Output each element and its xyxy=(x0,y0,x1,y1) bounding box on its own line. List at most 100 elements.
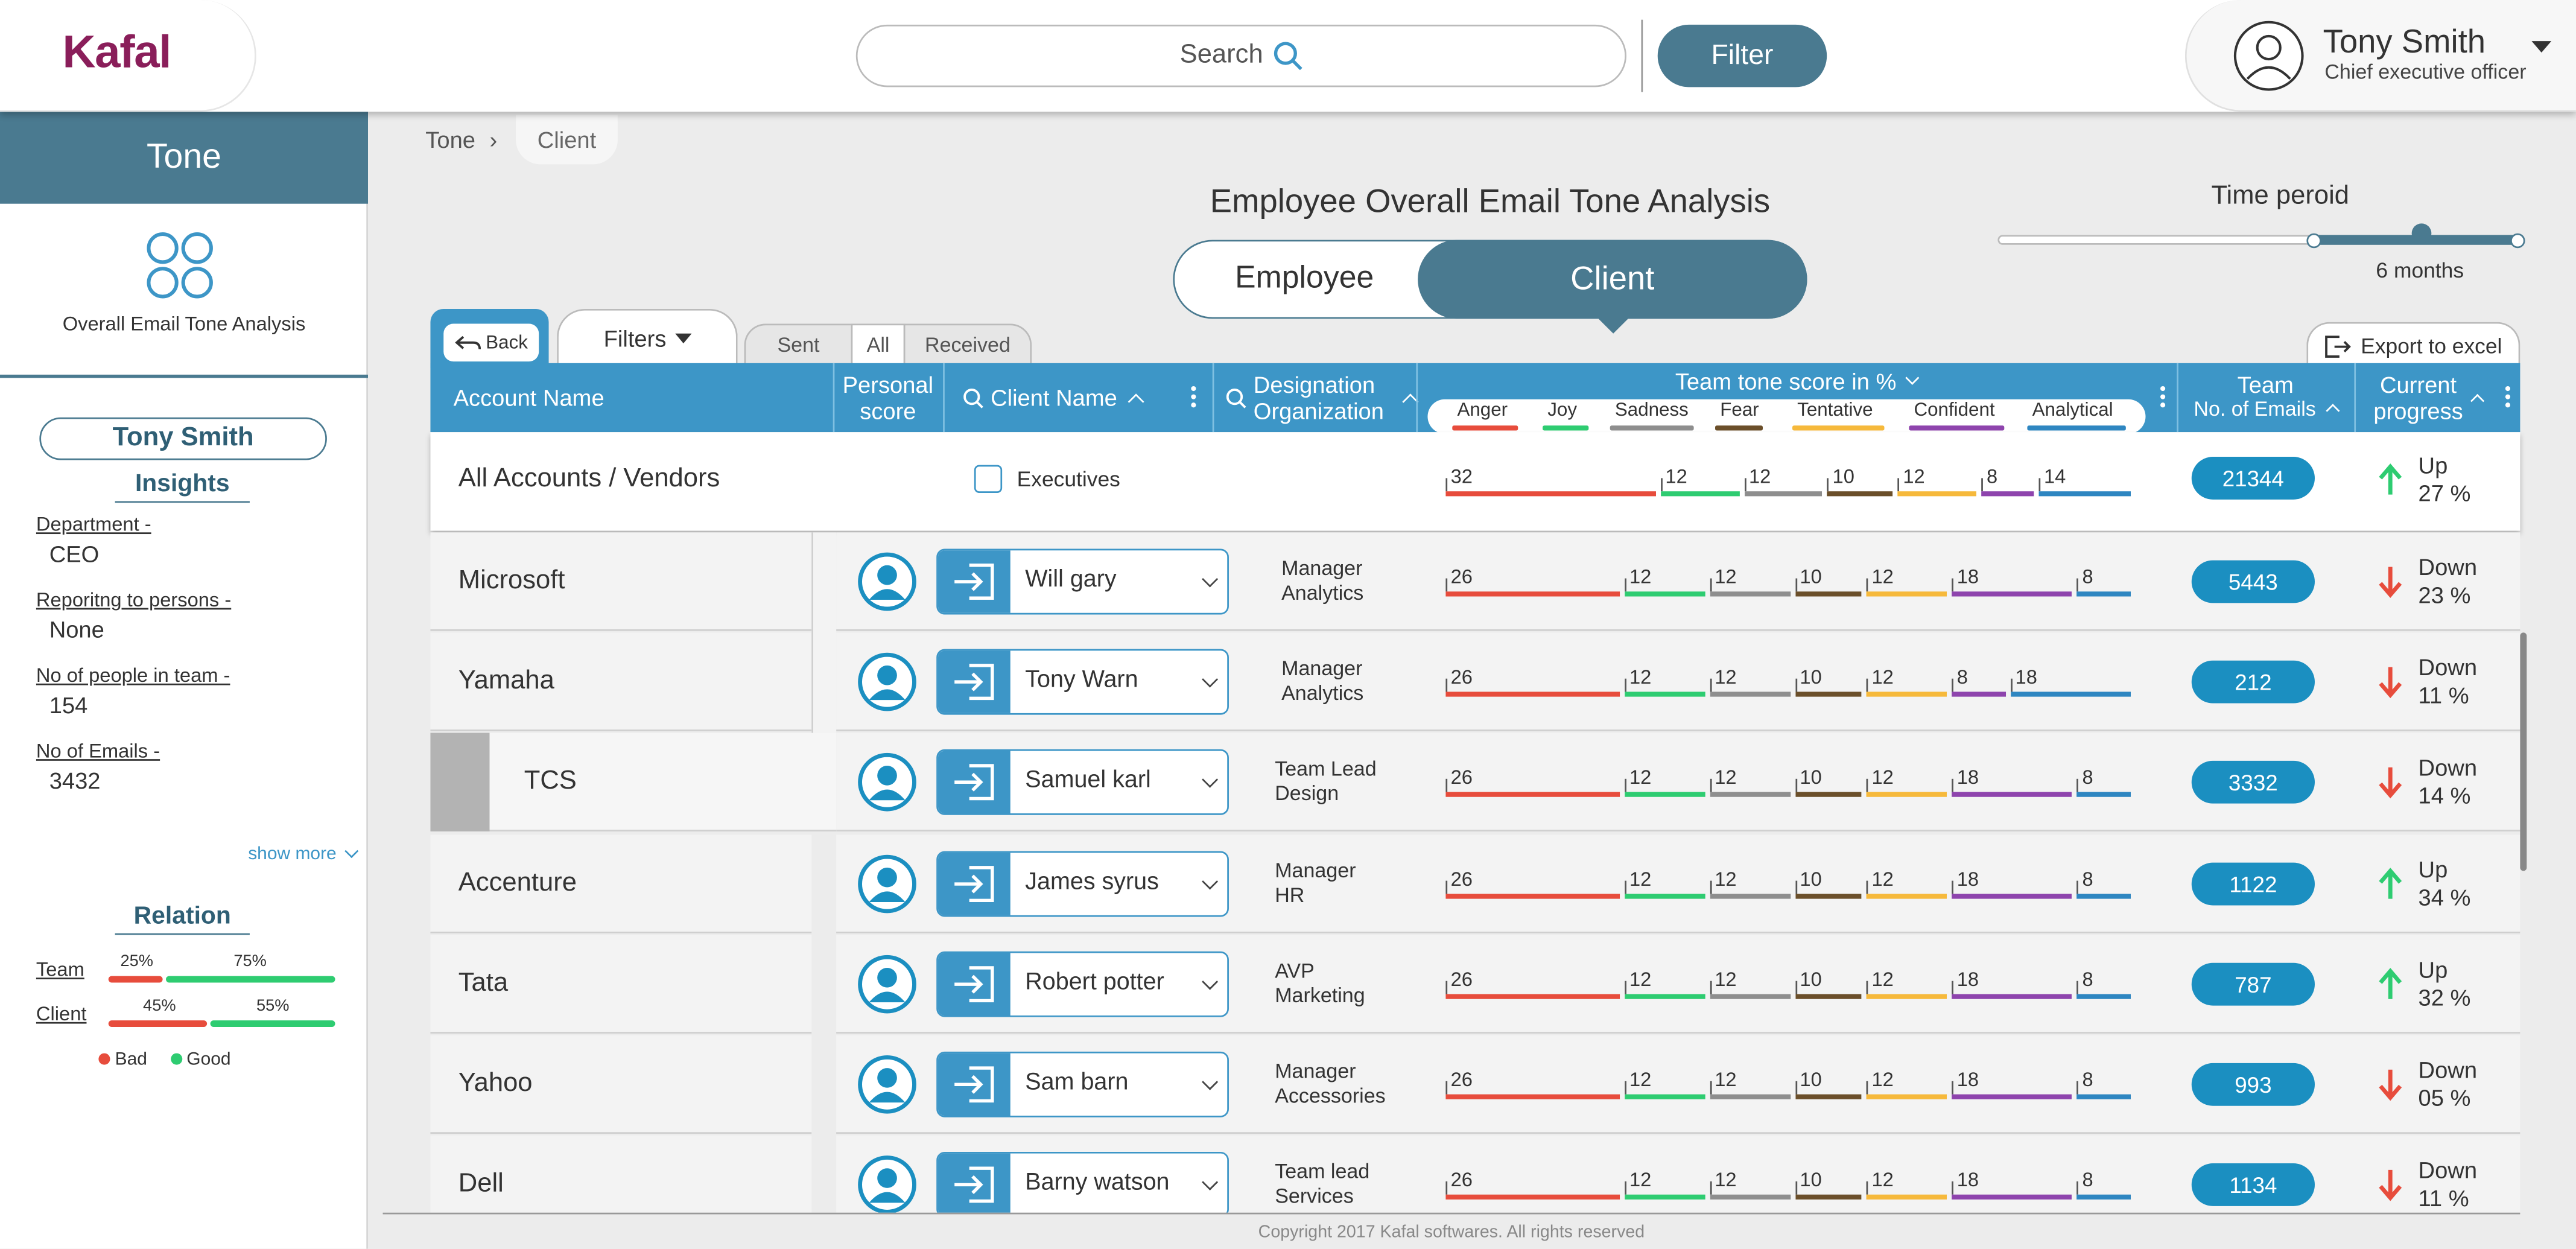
client-avatar-icon[interactable] xyxy=(858,752,917,812)
legend-anger: Anger xyxy=(1457,401,1508,421)
header-divider xyxy=(2354,363,2356,433)
tone-bar-sadness xyxy=(1710,792,1791,797)
tone-bar-joy xyxy=(1624,691,1705,697)
header-designation[interactable]: Designation Organization xyxy=(1226,363,1419,432)
emails-count[interactable]: 1134 xyxy=(2191,1163,2315,1206)
tone-bar-tentative xyxy=(1867,1194,1947,1200)
progress-direction: Up xyxy=(2418,856,2448,883)
designation-title: Team Lead xyxy=(1275,757,1377,781)
executives-checkbox[interactable] xyxy=(974,465,1003,493)
login-icon[interactable] xyxy=(937,853,1010,915)
toggle-employee[interactable]: Employee xyxy=(1235,261,1374,296)
segment-received[interactable]: Received xyxy=(903,323,1032,367)
tone-value: 12 xyxy=(1871,1068,1894,1092)
tone-tick xyxy=(1660,478,1662,492)
client-avatar-icon[interactable] xyxy=(858,955,917,1014)
segment-sent[interactable]: Sent xyxy=(744,323,853,367)
client-avatar-icon[interactable] xyxy=(858,552,917,611)
tone-column-menu-icon[interactable] xyxy=(2160,386,2166,408)
relation-bad-value: 25% xyxy=(120,953,153,971)
tone-value: 12 xyxy=(1715,665,1737,689)
tone-bar-fear xyxy=(1827,491,1894,497)
tone-tick xyxy=(1624,678,1626,692)
account-cell[interactable]: Yahoo xyxy=(430,1035,812,1134)
header-divider xyxy=(1212,363,1214,433)
header-team[interactable]: Team No. of Emails xyxy=(2177,363,2354,432)
kafal-logo[interactable]: Kafal xyxy=(62,26,171,77)
client-avatar-icon[interactable] xyxy=(858,1155,917,1214)
insight-value-reporting: None xyxy=(49,616,104,643)
header-progress[interactable]: Current progress xyxy=(2371,363,2502,432)
time-period-marker[interactable] xyxy=(2411,223,2432,244)
account-cell[interactable]: Tata xyxy=(430,935,812,1034)
account-cell[interactable]: Accenture xyxy=(430,834,812,933)
time-period-handle-end[interactable] xyxy=(2510,233,2525,249)
tone-value: 8 xyxy=(2082,1068,2093,1092)
login-icon[interactable] xyxy=(937,953,1010,1015)
emails-count[interactable]: 212 xyxy=(2191,660,2315,704)
filters-button[interactable]: Filters xyxy=(557,308,738,365)
filter-button[interactable]: Filter xyxy=(1657,24,1827,87)
tone-value: 18 xyxy=(1956,1068,1979,1092)
tone-bar-anger xyxy=(1445,792,1620,797)
tone-tick xyxy=(1867,1181,1869,1195)
tone-tick xyxy=(1743,478,1746,492)
profile-menu[interactable] xyxy=(2184,0,2576,112)
chevron-down-icon xyxy=(344,844,358,859)
search-input[interactable]: Search xyxy=(855,24,1626,87)
header-tone-score[interactable]: Team tone score in % xyxy=(1416,363,2177,399)
tone-value: 12 xyxy=(1715,1068,1737,1092)
tone-value: 8 xyxy=(2082,565,2093,588)
table-scrollbar[interactable] xyxy=(2520,632,2527,871)
user-avatar-icon[interactable] xyxy=(2233,20,2305,92)
client-avatar-icon[interactable] xyxy=(858,854,917,914)
login-icon[interactable] xyxy=(937,550,1010,613)
tone-bar-fear xyxy=(1795,894,1862,899)
export-excel-button[interactable]: Export to excel xyxy=(2306,322,2520,368)
relation-bad-bar xyxy=(108,1020,208,1027)
header-personal-score[interactable]: Personal score xyxy=(833,363,943,432)
emails-count[interactable]: 993 xyxy=(2191,1063,2315,1106)
header-account[interactable]: Account Name xyxy=(453,384,604,411)
tone-analysis-icon[interactable] xyxy=(145,230,217,302)
good-dot-icon xyxy=(170,1053,182,1065)
time-period-handle-start[interactable] xyxy=(2306,233,2321,249)
account-cell[interactable]: Microsoft xyxy=(430,532,812,631)
summary-emails-count[interactable]: 21344 xyxy=(2191,457,2315,500)
client-avatar-icon[interactable] xyxy=(858,1055,917,1114)
toggle-client[interactable]: Client xyxy=(1418,240,1807,319)
account-cell[interactable]: Yamaha xyxy=(430,632,812,731)
client-name: Will gary xyxy=(1025,567,1117,594)
emails-count[interactable]: 1122 xyxy=(2191,862,2315,906)
tone-bar-analytical xyxy=(2038,491,2131,497)
show-more-link[interactable]: show more xyxy=(248,844,358,864)
tone-bar-analytical xyxy=(2077,591,2131,597)
tone-bar-sadness xyxy=(1710,894,1791,899)
legend-tentative: Tentative xyxy=(1797,401,1873,421)
progress-percent: 11 % xyxy=(2418,1184,2469,1211)
client-column-menu-icon[interactable] xyxy=(1191,386,1196,408)
arrow-up-icon xyxy=(2379,968,2402,999)
legend-good: Good xyxy=(170,1050,231,1070)
progress-column-menu-icon[interactable] xyxy=(2505,386,2511,408)
tone-tick xyxy=(1898,478,1900,492)
client-avatar-icon[interactable] xyxy=(858,652,917,711)
chevron-down-icon[interactable] xyxy=(2531,41,2552,53)
login-icon[interactable] xyxy=(937,1053,1010,1116)
emails-count[interactable]: 787 xyxy=(2191,962,2315,1006)
login-icon[interactable] xyxy=(937,650,1010,713)
search-placeholder: Search xyxy=(1179,41,1263,69)
tone-bar-analytical xyxy=(2010,691,2131,697)
designation-dept: Design xyxy=(1275,782,1339,806)
segment-all[interactable]: All xyxy=(851,323,906,367)
back-button[interactable]: Back xyxy=(443,323,539,362)
tone-tick xyxy=(2010,678,2013,692)
emails-count[interactable]: 3332 xyxy=(2191,760,2315,804)
arrow-up-icon xyxy=(2379,463,2402,495)
login-icon[interactable] xyxy=(937,751,1010,813)
account-cell[interactable]: TCS xyxy=(489,733,837,831)
breadcrumb-tone[interactable]: Tone xyxy=(425,126,475,153)
login-icon[interactable] xyxy=(937,1153,1010,1216)
header-client-name[interactable]: Client Name xyxy=(963,363,1209,432)
emails-count[interactable]: 5443 xyxy=(2191,560,2315,603)
